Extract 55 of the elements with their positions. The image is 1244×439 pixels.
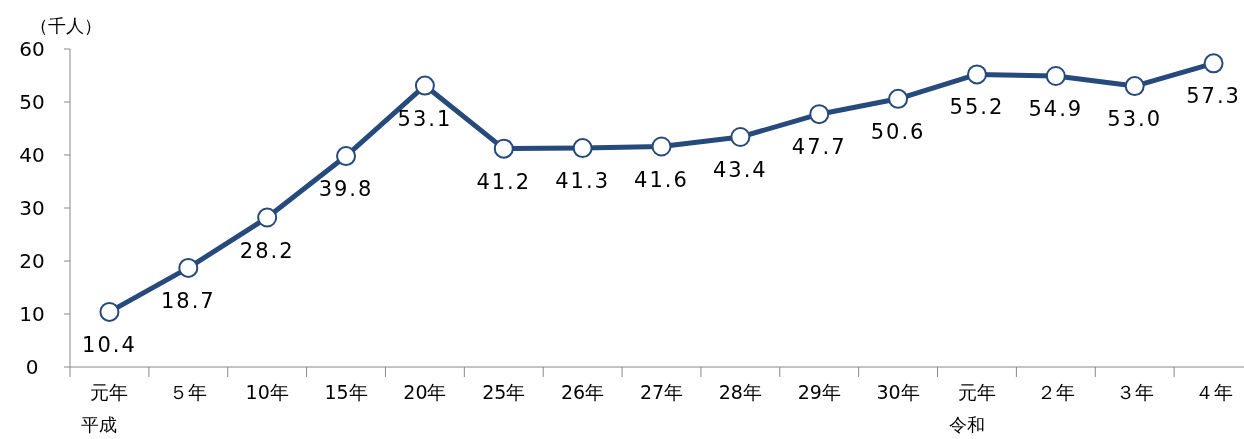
x-tick-label: 15年 [324, 381, 368, 403]
data-label: 43.4 [712, 157, 768, 182]
text: 平成 [81, 414, 118, 435]
x-tick-label: 30年 [876, 381, 920, 403]
data-label: 54.9 [1028, 97, 1084, 122]
data-label: 41.3 [555, 169, 611, 194]
data-label: 10.4 [82, 332, 137, 357]
point [493, 138, 514, 159]
point [1045, 66, 1066, 87]
data-label: 47.7 [791, 135, 847, 160]
point [178, 257, 199, 278]
point [1124, 76, 1145, 97]
data-label: 53.1 [397, 106, 453, 131]
data-label: 18.7 [160, 288, 216, 313]
x-tick-label: 26年 [561, 381, 605, 403]
point [572, 138, 593, 159]
point [966, 64, 987, 85]
x-tick-label: 元年 [957, 381, 996, 403]
x-tick-label: 元年 [90, 381, 129, 403]
data-label: 55.2 [949, 95, 1005, 120]
data-label: 41.2 [476, 169, 532, 194]
x-tick-label: ３年 [1115, 381, 1154, 403]
point [99, 301, 120, 322]
data-label: 28.2 [239, 238, 295, 263]
point [730, 126, 751, 147]
x-tick-label: 28年 [718, 381, 762, 403]
point [414, 75, 435, 96]
y-tick-label: 0 [25, 355, 39, 379]
data-label: 39.8 [318, 177, 374, 202]
text: 令和 [948, 414, 985, 435]
point [651, 136, 672, 157]
x-tick-label: ４年 [1194, 381, 1233, 403]
x-tick-label: 27年 [639, 381, 684, 403]
x-tick-label: ２年 [1036, 381, 1075, 403]
data-label: 41.6 [634, 167, 689, 192]
x-tick-label: 20年 [403, 381, 447, 403]
y-tick-label: 40 [19, 143, 45, 167]
y-axis-title: （千人） [30, 15, 102, 36]
x-tick-label: ５年 [169, 381, 208, 403]
point [809, 104, 830, 125]
point [888, 88, 909, 109]
y-tick-label: 60 [19, 37, 45, 61]
x-tick-label: 25年 [482, 381, 526, 403]
point [1203, 53, 1224, 74]
y-tick-label: 30 [19, 196, 45, 220]
y-tick-label: 10 [19, 302, 45, 326]
data-label: 57.3 [1186, 84, 1241, 109]
x-tick-label: 29年 [797, 381, 841, 403]
y-tick-label: 50 [19, 90, 45, 114]
data-label: 53.0 [1107, 107, 1163, 132]
point [336, 146, 357, 167]
point [257, 207, 278, 228]
data-label: 50.6 [870, 119, 926, 144]
x-tick-label: 10年 [245, 381, 289, 403]
y-tick-label: 20 [19, 249, 45, 273]
